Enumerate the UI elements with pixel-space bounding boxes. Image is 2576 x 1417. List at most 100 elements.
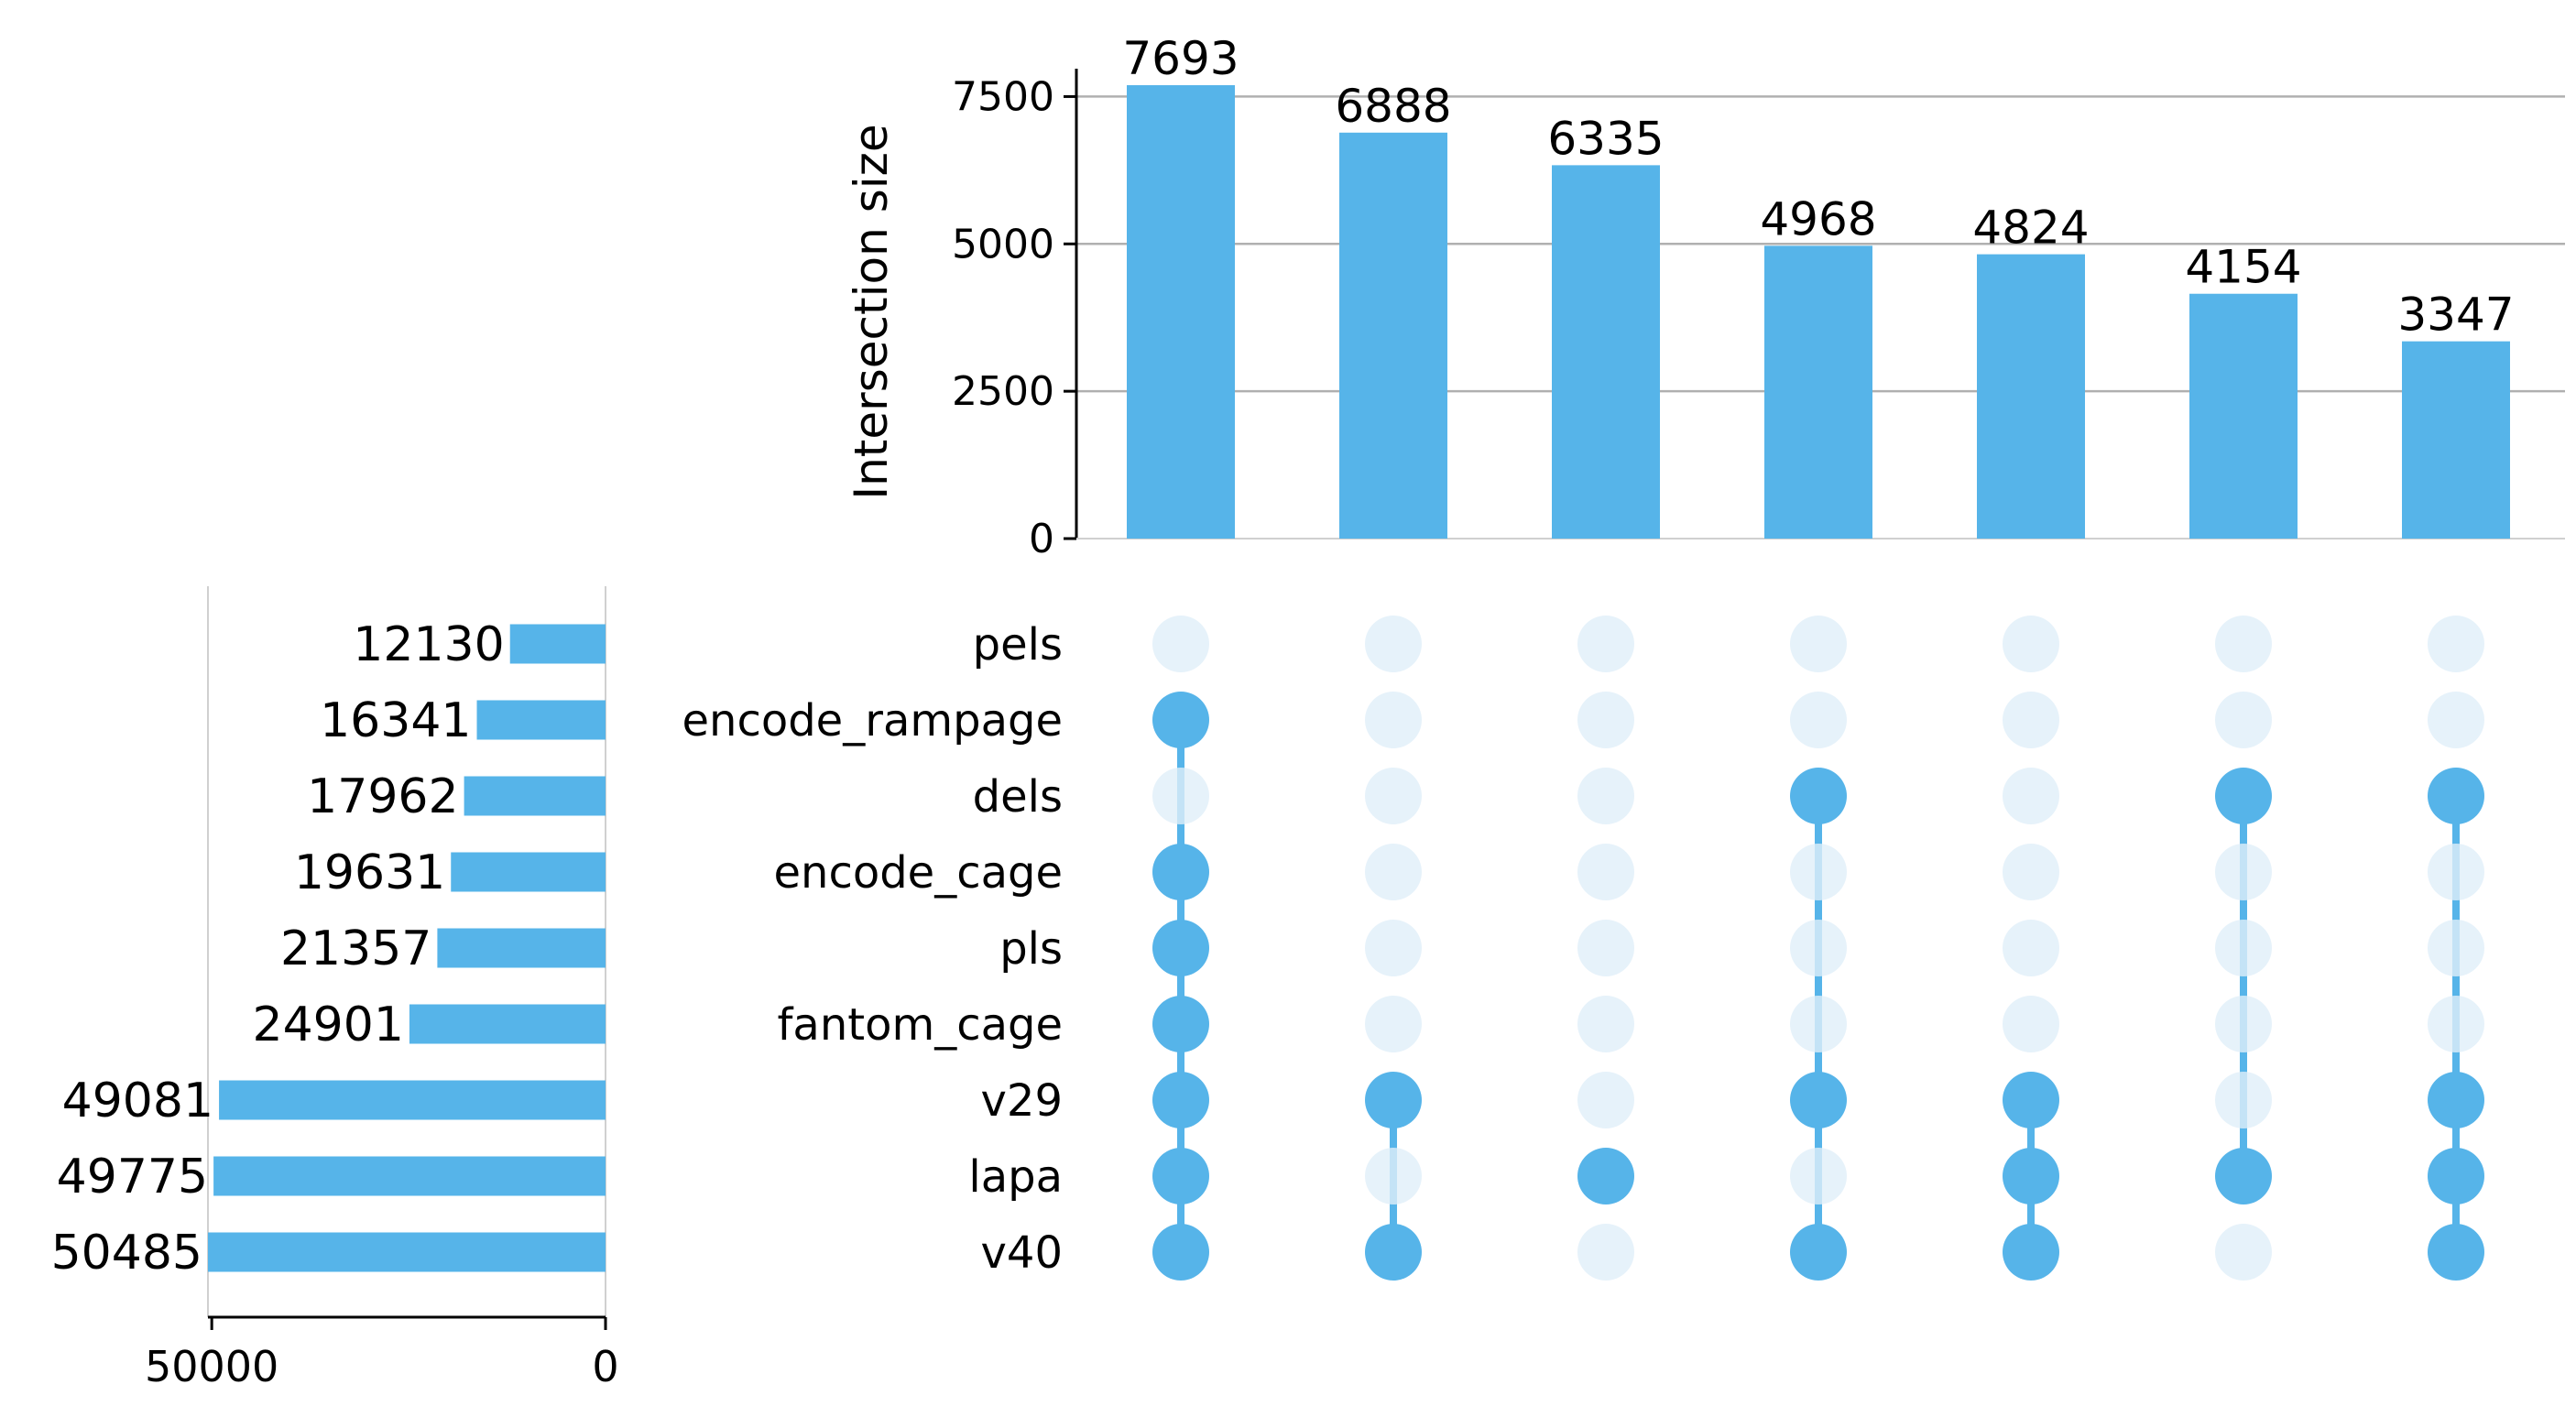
- x-tick-label: 0: [592, 1342, 618, 1391]
- membership-dot-active: [2003, 1148, 2059, 1204]
- membership-dot-inactive: [2003, 844, 2059, 900]
- set-name-label: pels: [973, 619, 1063, 670]
- membership-dot-inactive: [2215, 692, 2272, 748]
- membership-dot-inactive: [2215, 996, 2272, 1052]
- membership-dot-inactive: [1365, 768, 1422, 824]
- y-tick-label: 7500: [952, 73, 1054, 120]
- membership-dot-inactive: [1365, 692, 1422, 748]
- membership-dot-inactive: [1577, 616, 1634, 672]
- set-size-bar-chart: 12130 16341 17962 19631 21357 24901 49081 49775…: [51, 586, 619, 1391]
- set-size-bar: [464, 776, 606, 816]
- membership-dot-inactive: [2003, 996, 2059, 1052]
- intersection-bar: [1764, 245, 1872, 539]
- membership-dot-active: [1365, 1224, 1422, 1281]
- membership-dot-inactive: [1577, 692, 1634, 748]
- membership-dot-inactive: [2003, 920, 2059, 976]
- membership-dot-active: [2003, 1072, 2059, 1128]
- membership-dot-active: [2428, 1148, 2484, 1204]
- set-size-value-label: 49775: [57, 1150, 208, 1204]
- membership-dot-inactive: [1152, 616, 1209, 672]
- membership-dot-inactive: [1577, 768, 1634, 824]
- set-size-bar: [409, 1004, 606, 1044]
- set-name-label: pls: [999, 923, 1063, 975]
- intersection-value-label: 4824: [1972, 202, 2089, 255]
- set-size-bar: [219, 1080, 606, 1120]
- membership-dot-inactive: [2215, 1224, 2272, 1281]
- y-tick-label: 5000: [952, 221, 1054, 267]
- set-size-bar: [208, 1232, 606, 1272]
- set-name-label: encode_cage: [773, 847, 1063, 899]
- membership-dot-inactive: [2428, 844, 2484, 900]
- membership-dot-inactive: [1365, 996, 1422, 1052]
- membership-dot-active: [2428, 1224, 2484, 1281]
- membership-dot-inactive: [1577, 1224, 1634, 1281]
- membership-dot-active: [2003, 1224, 2059, 1281]
- membership-dot-inactive: [2215, 1072, 2272, 1128]
- set-size-bar: [451, 852, 606, 892]
- intersection-bar: [2402, 341, 2510, 539]
- set-size-value-label: 24901: [253, 997, 404, 1052]
- intersection-value-label: 6335: [1547, 112, 1664, 165]
- intersection-value-label: 6888: [1335, 80, 1451, 133]
- set-size-value-label: 17962: [307, 769, 458, 824]
- intersection-value-label: 4154: [2185, 241, 2301, 294]
- membership-dot-active: [1152, 1224, 1209, 1281]
- intersection-bar: [1127, 85, 1235, 539]
- membership-dot-active: [1152, 1072, 1209, 1128]
- membership-dot-inactive: [2003, 768, 2059, 824]
- intersection-bar: [1552, 165, 1660, 539]
- membership-dot-active: [2428, 768, 2484, 824]
- membership-dot-active: [1790, 1224, 1847, 1281]
- membership-dot-active: [1365, 1072, 1422, 1128]
- set-size-value-label: 12130: [353, 617, 504, 672]
- set-size-bar: [437, 928, 606, 968]
- membership-dot-inactive: [2215, 844, 2272, 900]
- membership-dot-inactive: [2428, 692, 2484, 748]
- membership-dot-inactive: [1790, 920, 1847, 976]
- membership-dot-inactive: [2215, 920, 2272, 976]
- membership-dot-inactive: [1577, 844, 1634, 900]
- membership-dot-inactive: [1365, 844, 1422, 900]
- membership-dot-active: [1790, 768, 1847, 824]
- set-size-value-label: 50485: [51, 1226, 202, 1281]
- membership-dot-active: [1152, 1148, 1209, 1204]
- membership-dot-inactive: [2428, 920, 2484, 976]
- membership-dot-inactive: [2428, 996, 2484, 1052]
- y-tick-label: 0: [1029, 516, 1054, 562]
- set-name-label: lapa: [968, 1151, 1063, 1203]
- set-size-value-label: 16341: [320, 693, 471, 748]
- membership-dot-inactive: [1577, 1072, 1634, 1128]
- membership-dot-inactive: [2428, 616, 2484, 672]
- membership-dot-active: [2215, 1148, 2272, 1204]
- membership-dot-inactive: [2215, 616, 2272, 672]
- intersection-bar: [1977, 254, 2085, 539]
- set-size-bar: [213, 1156, 606, 1196]
- x-tick-label: 50000: [145, 1342, 278, 1391]
- membership-dot-inactive: [1790, 996, 1847, 1052]
- membership-dot-active: [1152, 920, 1209, 976]
- membership-dot-active: [1790, 1072, 1847, 1128]
- membership-dot-inactive: [1577, 920, 1634, 976]
- membership-dot-active: [1577, 1148, 1634, 1204]
- membership-dot-inactive: [1790, 1148, 1847, 1204]
- membership-dot-inactive: [1790, 616, 1847, 672]
- set-name-label: fantom_cage: [778, 999, 1063, 1051]
- membership-dot-inactive: [2003, 616, 2059, 672]
- intersection-bar: [1339, 132, 1447, 539]
- set-size-value-label: 49081: [62, 1074, 213, 1128]
- set-size-bar: [509, 624, 606, 664]
- membership-dot-active: [1152, 996, 1209, 1052]
- membership-dot-active: [1152, 692, 1209, 748]
- membership-dot-active: [1152, 844, 1209, 900]
- membership-dot-inactive: [1365, 920, 1422, 976]
- intersection-bar: [2189, 293, 2298, 539]
- intersection-value-label: 3347: [2397, 289, 2514, 342]
- intersection-value-label: 7693: [1122, 32, 1239, 85]
- intersection-size-bar-chart: 0 2500 5000 7500 Intersection size 7693 6888 63…: [845, 32, 2565, 562]
- membership-dot-active: [2215, 768, 2272, 824]
- intersection-value-label: 4968: [1760, 192, 1876, 245]
- membership-dot-active: [2428, 1072, 2484, 1128]
- membership-dot-inactive: [1790, 692, 1847, 748]
